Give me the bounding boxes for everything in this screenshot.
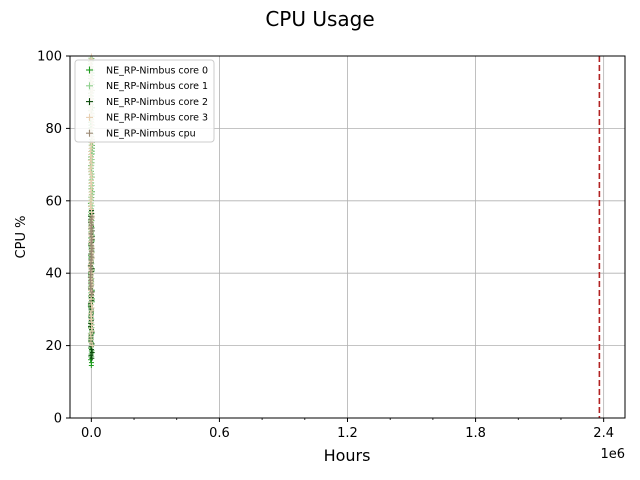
legend-entry: NE_RP-Nimbus core 0 (86, 65, 208, 76)
data-point (89, 343, 95, 349)
data-point (88, 360, 94, 366)
y-tick-label: 60 (45, 194, 62, 209)
legend-label: NE_RP-Nimbus core 3 (106, 113, 208, 124)
x-tick-label: 0.6 (209, 426, 230, 441)
x-axis-ticks: 0.0 0.6 1.2 1.8 2.4 (81, 418, 614, 441)
x-tick-label: 2.4 (593, 426, 614, 441)
data-point (88, 183, 94, 189)
data-point (88, 292, 94, 298)
data-point (89, 289, 95, 295)
legend-box (74, 59, 215, 143)
data-point (89, 237, 95, 243)
data-point (87, 204, 93, 210)
data-point (88, 206, 94, 212)
data-point (89, 305, 95, 311)
data-point (88, 160, 94, 166)
data-point (88, 286, 94, 292)
data-point (89, 302, 95, 308)
data-point (88, 189, 94, 195)
chart-title: CPU Usage (265, 7, 374, 31)
data-point (88, 263, 94, 269)
x-tick-label: 1.8 (465, 426, 486, 441)
data-point (89, 349, 95, 355)
data-point (89, 154, 95, 160)
legend-entry: NE_RP-Nimbus cpu (86, 129, 196, 140)
data-point (89, 355, 95, 361)
legend-label: NE_RP-Nimbus core 2 (106, 97, 208, 108)
legend-entry: NE_RP-Nimbus core 2 (86, 97, 208, 108)
legend-label: NE_RP-Nimbus core 1 (106, 81, 208, 92)
legend-label: NE_RP-Nimbus cpu (106, 129, 196, 140)
y-tick-label: 0 (54, 412, 62, 427)
data-point (88, 257, 94, 263)
data-point (88, 217, 94, 223)
data-point (89, 319, 95, 325)
data-point (87, 157, 93, 163)
y-tick-label: 20 (45, 339, 62, 354)
y-axis-ticks: 0 20 40 60 80 100 (37, 50, 70, 427)
x-tick-label: 0.0 (81, 426, 102, 441)
data-point (88, 231, 94, 237)
data-point (88, 198, 94, 204)
data-point (88, 317, 94, 323)
legend: NE_RP-Nimbus core 0 NE_RP-Nimbus core 1 NE… (74, 59, 215, 143)
data-point (88, 352, 94, 358)
data-point (88, 240, 94, 246)
y-tick-label: 100 (37, 50, 62, 65)
legend-entry: NE_RP-Nimbus core 1 (86, 81, 208, 92)
data-point (87, 166, 93, 172)
y-tick-label: 40 (45, 267, 62, 282)
x-axis-offset-label: 1e6 (600, 447, 625, 462)
data-point (89, 228, 95, 234)
data-point (88, 180, 94, 186)
data-point (88, 248, 94, 254)
data-point (89, 214, 95, 220)
data-point (88, 331, 94, 337)
data-point (89, 145, 95, 151)
y-tick-label: 80 (45, 122, 62, 137)
legend-entry: NE_RP-Nimbus core 3 (86, 113, 208, 124)
data-point (88, 225, 94, 231)
data-point (88, 201, 94, 207)
data-point (89, 254, 95, 260)
data-point (89, 308, 95, 314)
data-point (89, 243, 95, 249)
x-axis-label: Hours (324, 446, 371, 465)
data-point (88, 311, 94, 317)
legend-label: NE_RP-Nimbus core 0 (106, 65, 208, 76)
data-point (88, 283, 94, 289)
x-tick-label: 1.2 (337, 426, 358, 441)
y-axis-label: CPU % (14, 216, 29, 259)
data-point (88, 172, 94, 178)
data-point (89, 328, 95, 334)
data-point (89, 314, 95, 320)
